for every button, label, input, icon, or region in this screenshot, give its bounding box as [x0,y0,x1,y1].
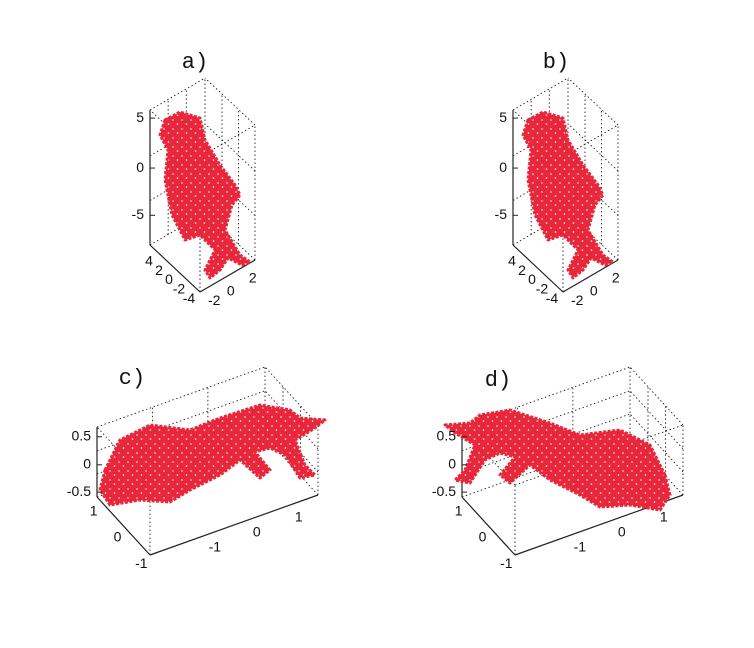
y-tick-label: 1 [90,503,98,519]
box-line [629,390,684,450]
box-line [512,77,569,111]
axis-line [149,494,319,556]
point-cloud [443,408,672,512]
box-line [567,77,619,126]
box-line [264,366,319,426]
y-tick-label: -4 [183,290,196,306]
y-tick-label: 0 [479,529,487,545]
box-line [461,366,631,428]
x-tick-label: 1 [660,509,668,525]
box-line [204,123,256,172]
z-tick-label: -5 [495,206,508,222]
z-tick-label: 0 [83,456,91,472]
z-tick-label: 0.5 [72,428,92,444]
z-tick-label: -5 [132,206,145,222]
x-tick-label: 0 [590,282,598,298]
box-line [199,124,256,158]
box-line [562,124,619,158]
y-tick-label: 2 [155,262,163,278]
y-tick-label: -2 [536,281,549,297]
y-tick-label: 4 [508,252,516,268]
z-tick-label: 0 [136,159,144,175]
box-line [264,390,319,450]
z-tick-label: -0.5 [432,483,456,499]
y-tick-label: 2 [518,262,526,278]
box-line [629,413,684,473]
y-tick-label: 4 [145,252,153,268]
z-tick-label: -0.5 [67,483,91,499]
panel-label: b) [543,50,569,75]
axis-line [199,259,256,293]
x-tick-label: 0 [618,524,626,540]
box-line [149,109,201,158]
z-tick-label: 0 [499,159,507,175]
axis-line [461,496,516,556]
panel-label: c) [119,366,145,391]
z-tick-label: 5 [136,109,144,125]
point-cloud [521,110,615,280]
axis-line [149,244,201,293]
z-tick-label: 0.5 [437,428,457,444]
z-tick-label: 0 [448,456,456,472]
z-tick-label: 5 [499,109,507,125]
y-tick-label: -2 [173,281,186,297]
point-cloud [98,403,327,507]
x-tick-label: 1 [295,509,303,525]
y-tick-label: -1 [500,555,513,571]
y-tick-label: 1 [455,503,463,519]
x-tick-label: -1 [209,539,222,555]
x-tick-label: 2 [249,270,257,286]
box-line [567,123,619,172]
box-line [629,366,684,426]
y-tick-label: -4 [546,290,559,306]
box-line [96,390,266,452]
x-tick-label: -1 [574,539,587,555]
point-cloud [158,110,252,280]
axis-line [512,244,564,293]
x-tick-label: -2 [571,292,584,308]
axis-line [96,496,151,556]
box-line [149,77,206,111]
panel-label: d) [485,368,511,393]
y-tick-label: 0 [114,529,122,545]
x-tick-label: -2 [208,292,221,308]
y-tick-label: 0 [165,271,173,287]
box-line [512,109,564,158]
y-tick-label: -1 [135,555,148,571]
box-line [204,77,256,126]
axis-line [562,259,619,293]
panel-label: a) [182,50,208,75]
box-line [96,366,266,428]
x-tick-label: 2 [612,270,620,286]
x-tick-label: 0 [227,282,235,298]
x-tick-label: 0 [253,524,261,540]
y-tick-label: 0 [528,271,536,287]
